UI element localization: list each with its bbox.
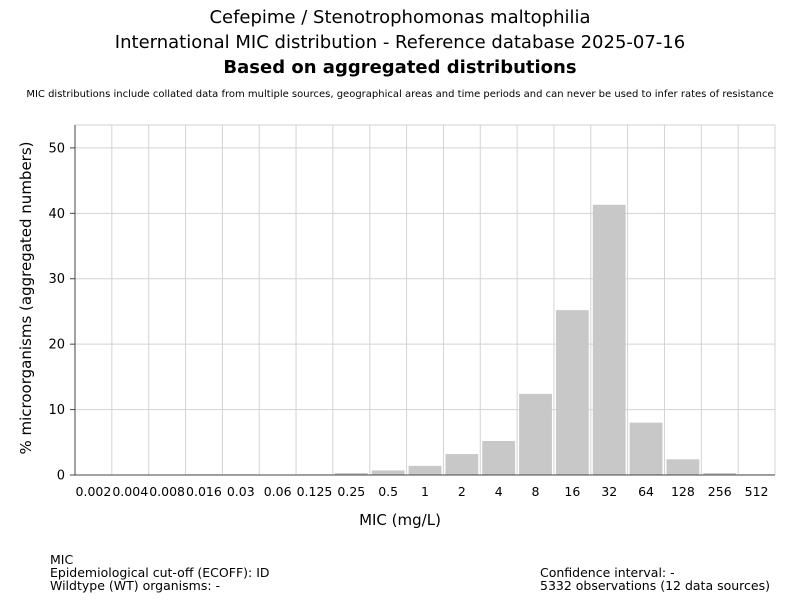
- bar-4: [482, 440, 516, 475]
- x-tick-label: 0.25: [337, 484, 365, 499]
- y-tick-label: 0: [57, 469, 65, 484]
- x-tick-label: 0.125: [297, 484, 333, 499]
- bar-8: [519, 393, 552, 475]
- x-tick-label: 0.016: [186, 484, 222, 499]
- footer-left: MIC Epidemiological cut-off (ECOFF): ID …: [50, 553, 270, 592]
- bar-64: [629, 422, 663, 475]
- observations-label: 5332 observations (12 data sources): [540, 578, 770, 593]
- bar-0.5: [371, 470, 405, 475]
- x-tick-label: 0.002: [76, 484, 112, 499]
- grid-lines: [74, 124, 776, 476]
- bars: [187, 204, 773, 475]
- footer-right: Confidence interval: - 5332 observations…: [540, 566, 770, 592]
- bar-128: [666, 459, 700, 475]
- x-tick-label: 32: [601, 484, 617, 499]
- x-tick-label: 0.03: [227, 484, 255, 499]
- x-tick-label: 128: [671, 484, 695, 499]
- bar-1: [408, 465, 442, 475]
- x-tick-label: 512: [745, 484, 769, 499]
- y-tick-label: 50: [48, 141, 65, 156]
- y-axis-label: % microorganisms (aggregated numbers): [17, 141, 35, 454]
- x-tick-label: 0.06: [264, 484, 292, 499]
- disclaimer-note: MIC distributions include collated data …: [26, 89, 774, 100]
- y-tick-label: 40: [48, 207, 65, 222]
- bar-0.25: [334, 473, 368, 475]
- x-tick-label: 0.5: [378, 484, 398, 499]
- x-tick-label: 1: [421, 484, 429, 499]
- confidence-label: Confidence interval: -: [540, 565, 675, 580]
- chart-title: Cefepime / Stenotrophomonas maltophilia: [209, 7, 591, 28]
- bar-256: [703, 473, 737, 475]
- x-tick-label: 0.004: [112, 484, 148, 499]
- chart-subtitle: International MIC distribution - Referen…: [114, 32, 686, 53]
- y-tick-label: 10: [48, 403, 65, 418]
- x-axis-label: MIC (mg/L): [359, 511, 441, 529]
- ecoff-label: Epidemiological cut-off (ECOFF): ID: [50, 565, 270, 580]
- chart-subtitle-bold: Based on aggregated distributions: [223, 57, 577, 78]
- axes: 0 10 20 30 40 50 0.002 0.004 0.008 0.016 0.03 0.06 0…: [48, 125, 775, 499]
- bar-2: [445, 454, 479, 475]
- y-tick-label: 30: [48, 272, 65, 287]
- bar-16: [555, 310, 589, 475]
- x-tick-label: 4: [495, 484, 503, 499]
- x-tick-label: 256: [708, 484, 732, 499]
- y-tick-label: 20: [48, 338, 65, 353]
- x-tick-label: 64: [638, 484, 654, 499]
- x-tick-label: 8: [532, 484, 540, 499]
- mic-label: MIC: [50, 552, 74, 567]
- x-tick-label: 16: [564, 484, 580, 499]
- x-tick-label: 2: [458, 484, 466, 499]
- wildtype-label: Wildtype (WT) organisms: -: [50, 578, 221, 593]
- x-tick-label: 0.008: [149, 484, 185, 499]
- bar-32: [592, 204, 626, 475]
